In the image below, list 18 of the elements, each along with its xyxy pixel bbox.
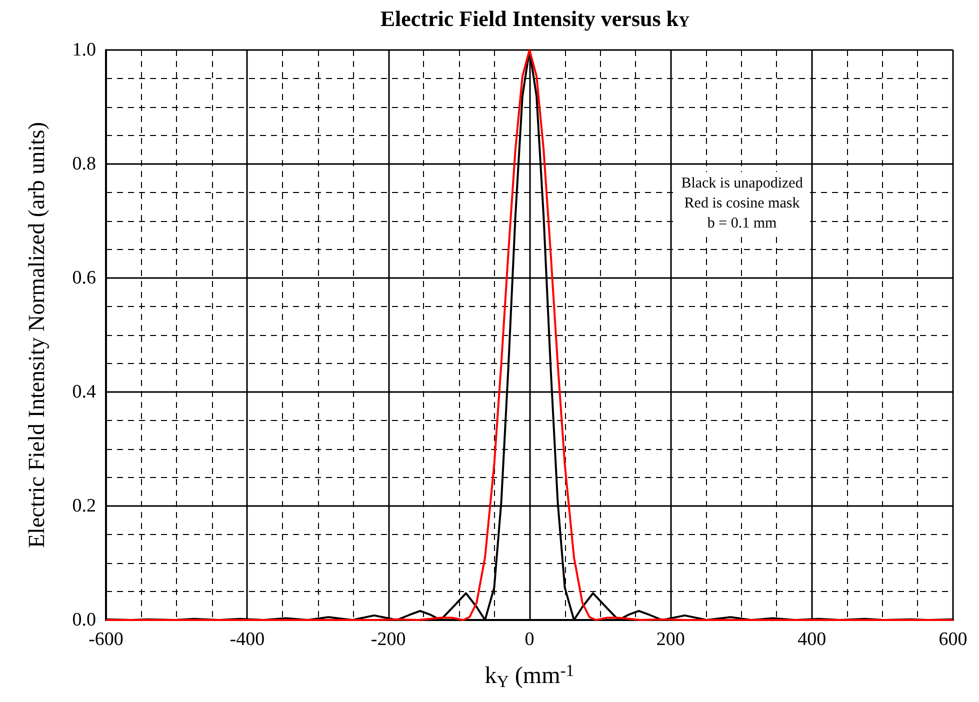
x-tick-label: -200 [370,629,406,650]
x-tick-label: -400 [230,629,265,650]
annotation: Red is cosine mask [684,196,800,212]
y-tick-label: 0.6 [72,268,96,288]
annotation: Black is unapodized [681,176,804,192]
y-tick-label: 0.0 [72,610,96,630]
x-tick-label: -600 [88,629,124,650]
x-tick-label: 400 [798,629,826,650]
chart-title: Electric Field Intensity versus kY [380,6,690,31]
y-axis-title: Electric Field Intensity Normalized (arb units) [24,122,49,548]
y-tick-label: 0.2 [72,496,96,516]
y-tick-label: 0.4 [72,382,96,402]
x-tick-label: 0 [524,629,534,650]
y-tick-label: 1.0 [72,40,96,60]
annotation: b = 0.1 mm [707,216,777,232]
y-tick-label: 0.8 [72,154,96,174]
x-tick-label: 600 [938,629,968,650]
x-tick-label: 200 [656,629,685,650]
